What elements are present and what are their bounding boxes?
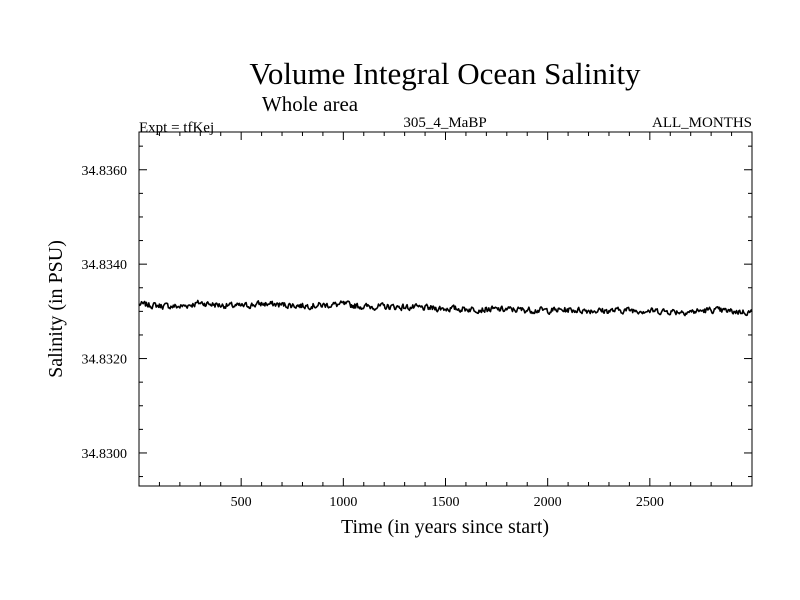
x-axis-tick-labels: 500 1000 1500 2000 2500 <box>231 495 664 510</box>
y-tick-label: 34.8340 <box>82 258 128 273</box>
experiment-label: Expt = tfKej <box>139 120 214 136</box>
x-tick-label: 500 <box>231 495 252 510</box>
x-axis-label: Time (in years since start) <box>341 516 549 538</box>
months-label: ALL_MONTHS <box>652 115 752 131</box>
y-axis-tick-labels: 34.8300 34.8320 34.8340 34.8360 <box>82 164 128 462</box>
x-tick-label: 1500 <box>432 495 460 510</box>
chart-title: Volume Integral Ocean Salinity <box>249 56 641 91</box>
y-axis-ticks <box>139 145 752 478</box>
y-tick-label: 34.8320 <box>82 353 128 368</box>
x-tick-label: 2000 <box>534 495 562 510</box>
x-axis-ticks <box>158 132 733 486</box>
y-tick-label: 34.8300 <box>82 447 128 462</box>
x-tick-label: 2500 <box>636 495 664 510</box>
salinity-series-line <box>138 299 753 317</box>
y-axis-label: Salinity (in PSU) <box>45 240 67 378</box>
y-tick-label: 34.8360 <box>82 164 128 179</box>
period-label: 305_4_MaBP <box>403 115 486 131</box>
chart-subtitle: Whole area <box>262 92 359 116</box>
x-tick-label: 1000 <box>329 495 357 510</box>
